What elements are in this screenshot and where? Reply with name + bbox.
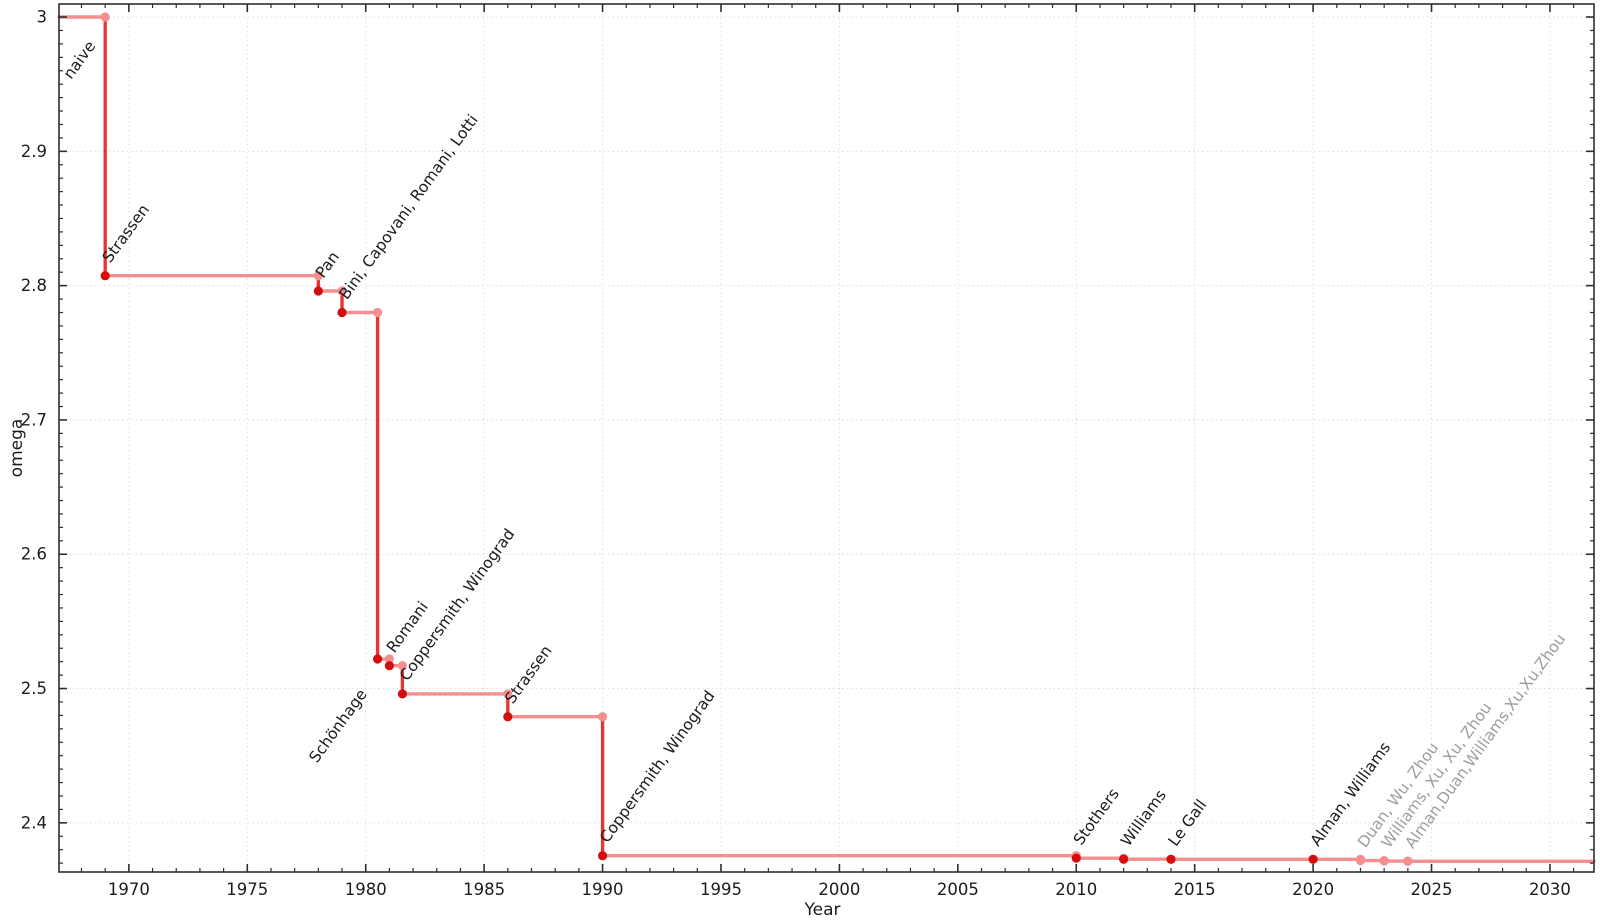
y-tick-label: 3 xyxy=(37,8,48,27)
x-tick-label: 2000 xyxy=(818,880,860,899)
x-tick-label: 2015 xyxy=(1174,880,1216,899)
x-tick-label: 2010 xyxy=(1055,880,1097,899)
y-tick-label: 2.5 xyxy=(21,679,47,698)
data-point-marker xyxy=(397,689,408,699)
x-axis-label: Year xyxy=(804,900,841,920)
data-point-marker xyxy=(1071,853,1081,863)
tick-labels: 1970 1975 1980 1985 1990 1995 2000 2005 2010 2015… xyxy=(7,8,1571,920)
x-tick-label: 1970 xyxy=(108,880,150,899)
y-tick-label: 2.7 xyxy=(21,410,47,429)
data-point-marker xyxy=(1308,854,1318,864)
x-tick-label: 1985 xyxy=(463,880,505,899)
data-point-marker xyxy=(597,851,608,861)
y-axis-label: omega xyxy=(7,419,27,478)
corner-marker xyxy=(503,689,513,699)
data-point-marker xyxy=(1166,854,1176,864)
y-tick-label: 2.6 xyxy=(21,545,47,564)
data-point-marker xyxy=(1355,856,1366,866)
gridlines xyxy=(59,4,1594,872)
x-tick-label: 1990 xyxy=(582,880,624,899)
data-point-marker xyxy=(384,661,395,671)
plot-border xyxy=(58,3,1595,873)
data-point-marker xyxy=(372,654,383,664)
x-tick-label: 2005 xyxy=(937,880,979,899)
data-point-marker xyxy=(1379,856,1389,866)
corner-marker xyxy=(597,712,608,722)
data-point-marker xyxy=(313,286,323,296)
x-tick-label: 2020 xyxy=(1292,880,1334,899)
corner-marker xyxy=(313,271,323,281)
corner-marker xyxy=(337,286,347,296)
x-tick-label: 1980 xyxy=(345,880,387,899)
data-point-marker xyxy=(503,712,513,722)
data-point-marker xyxy=(100,271,110,281)
x-tick-label: 1975 xyxy=(226,880,268,899)
y-tick-label: 2.8 xyxy=(21,276,47,295)
x-tick-label: 2030 xyxy=(1529,880,1571,899)
axes xyxy=(58,3,1595,873)
data-point-marker xyxy=(1403,856,1413,866)
y-tick-label: 2.9 xyxy=(21,142,47,161)
corner-marker xyxy=(372,307,383,318)
data-point-marker xyxy=(337,307,347,318)
x-tick-label: 1995 xyxy=(700,880,742,899)
data-points xyxy=(100,271,1413,866)
data-point-marker xyxy=(1119,854,1129,864)
corner-marker xyxy=(397,661,408,671)
corner-marker xyxy=(100,12,110,22)
x-tick-label: 2025 xyxy=(1411,880,1453,899)
corner-marker xyxy=(384,654,395,664)
y-tick-label: 2.4 xyxy=(21,813,47,832)
